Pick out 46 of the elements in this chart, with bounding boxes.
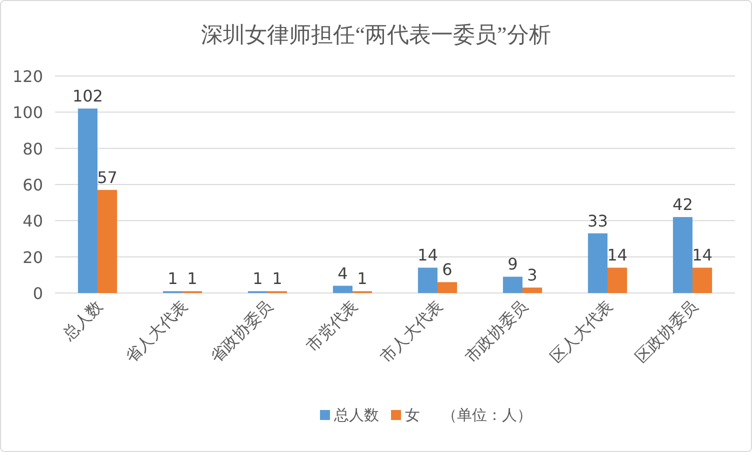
x-tick-label: 市党代表 <box>302 296 362 356</box>
legend-label: 女 <box>405 406 420 424</box>
data-label: 57 <box>97 168 118 187</box>
data-label: 1 <box>357 269 368 288</box>
y-tick-label: 60 <box>22 176 43 194</box>
bar <box>332 286 352 293</box>
y-tick-label: 100 <box>12 103 43 122</box>
bar <box>438 282 458 293</box>
bar <box>418 268 438 293</box>
data-label: 42 <box>672 195 693 214</box>
bar <box>522 288 542 293</box>
bar <box>98 190 118 293</box>
data-label: 9 <box>508 254 518 274</box>
data-label: 102 <box>72 86 103 106</box>
bar <box>672 217 692 293</box>
x-tick-label: 市政协委员 <box>461 296 532 366</box>
y-tick-label: 20 <box>22 248 43 267</box>
x-tick-label: 市人大代表 <box>376 296 446 366</box>
x-tick-label: 省人大代表 <box>121 296 192 366</box>
data-label: 14 <box>692 246 712 265</box>
y-tick-label: 120 <box>12 67 43 86</box>
data-label: 1 <box>252 269 263 288</box>
x-tick-label: 省政协委员 <box>206 296 276 366</box>
y-tick-label: 0 <box>32 284 43 303</box>
data-label: 14 <box>607 246 628 265</box>
x-tick-label: 区人大代表 <box>546 296 616 366</box>
data-label: 14 <box>418 246 438 265</box>
bar <box>608 268 628 293</box>
y-tick-label: 80 <box>22 139 43 158</box>
x-tick-label: 总人数 <box>58 296 106 344</box>
bar <box>502 276 522 293</box>
bar <box>78 108 98 293</box>
data-label: 33 <box>588 211 608 230</box>
data-label: 1 <box>187 269 198 288</box>
data-label: 1 <box>272 269 282 288</box>
bar <box>588 233 608 293</box>
text: （单位：人） <box>442 406 532 424</box>
bar <box>692 268 712 293</box>
data-label: 3 <box>527 266 538 285</box>
x-tick-label: 区政协委员 <box>631 296 702 366</box>
data-label: 1 <box>168 269 178 288</box>
chart-title: 深圳女律师担任“两代表一委员”分析 <box>201 22 551 47</box>
data-label: 4 <box>338 264 348 283</box>
data-label: 6 <box>442 260 452 280</box>
y-tick-label: 40 <box>22 212 43 231</box>
legend-label: 总人数 <box>333 406 379 424</box>
